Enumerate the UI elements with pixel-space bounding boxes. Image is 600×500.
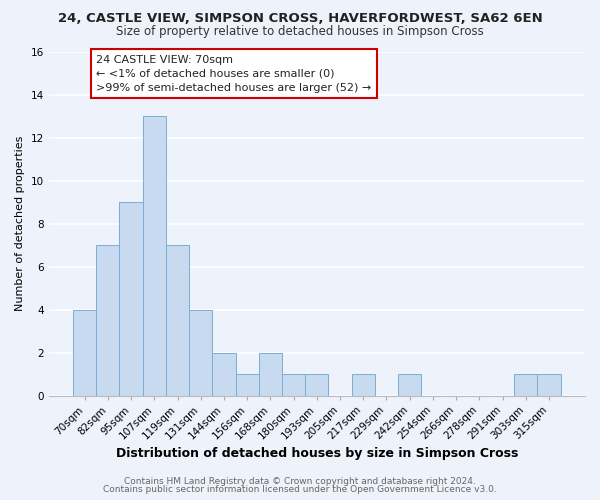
Text: Size of property relative to detached houses in Simpson Cross: Size of property relative to detached ho… — [116, 25, 484, 38]
Bar — [96, 245, 119, 396]
Bar — [119, 202, 143, 396]
Bar — [166, 245, 189, 396]
Text: Contains public sector information licensed under the Open Government Licence v3: Contains public sector information licen… — [103, 485, 497, 494]
Bar — [189, 310, 212, 396]
Bar — [259, 352, 282, 396]
Bar — [305, 374, 328, 396]
Bar — [398, 374, 421, 396]
Bar — [282, 374, 305, 396]
Text: Contains HM Land Registry data © Crown copyright and database right 2024.: Contains HM Land Registry data © Crown c… — [124, 477, 476, 486]
Bar — [143, 116, 166, 396]
Y-axis label: Number of detached properties: Number of detached properties — [15, 136, 25, 311]
Text: 24 CASTLE VIEW: 70sqm
← <1% of detached houses are smaller (0)
>99% of semi-deta: 24 CASTLE VIEW: 70sqm ← <1% of detached … — [96, 54, 371, 92]
Text: 24, CASTLE VIEW, SIMPSON CROSS, HAVERFORDWEST, SA62 6EN: 24, CASTLE VIEW, SIMPSON CROSS, HAVERFOR… — [58, 12, 542, 26]
Bar — [538, 374, 560, 396]
Bar — [73, 310, 96, 396]
Bar — [236, 374, 259, 396]
X-axis label: Distribution of detached houses by size in Simpson Cross: Distribution of detached houses by size … — [116, 447, 518, 460]
Bar — [514, 374, 538, 396]
Bar — [212, 352, 236, 396]
Bar — [352, 374, 375, 396]
